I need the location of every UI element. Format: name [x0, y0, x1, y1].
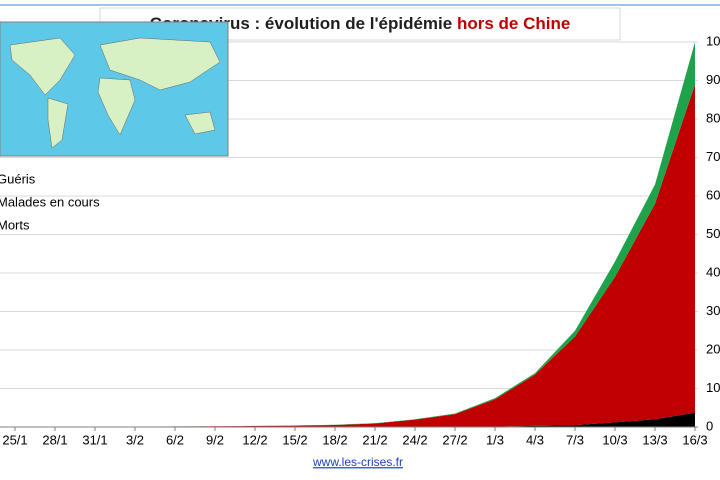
x-tick-label: 6/2	[166, 432, 184, 447]
x-tick-label: 9/2	[206, 432, 224, 447]
x-tick-label: 3/2	[126, 432, 144, 447]
map-land	[97, 77, 136, 136]
x-tick-label: 1/3	[486, 432, 504, 447]
x-tick-label: 18/2	[322, 432, 347, 447]
x-tick-label: 10/3	[602, 432, 627, 447]
x-tick-label: 16/3	[682, 432, 707, 447]
x-tick-label: 7/3	[566, 432, 584, 447]
y-tick-label: 0	[706, 418, 713, 433]
y-tick-label: 80	[706, 110, 720, 125]
map-land	[184, 111, 216, 135]
source: www.les-crises.fr	[312, 455, 403, 469]
plot: 0 10 20 30 40 50 60 70 80 90 100 25/1 28/1 31/1 3/2 6/2…	[0, 33, 720, 447]
x-tick-label: 21/2	[362, 432, 387, 447]
legend: Morts Malades en cours Guéris	[0, 171, 100, 232]
x-tick-label: 4/3	[526, 432, 544, 447]
y-tick-label: 70	[706, 149, 720, 164]
legend-label: Malades en cours	[0, 194, 100, 209]
x-tick-label: 24/2	[402, 432, 427, 447]
x-tick-label: 31/1	[82, 432, 107, 447]
y-tick-label: 60	[706, 187, 720, 202]
x-tick-label: 13/3	[642, 432, 667, 447]
world-map	[0, 21, 229, 157]
x-tick-label: 25/1	[2, 432, 27, 447]
y-tick-label: 40	[706, 264, 720, 279]
area	[15, 84, 695, 427]
y-tick-label: 50	[706, 226, 720, 241]
map-land	[9, 37, 76, 96]
legend-label: Morts	[0, 217, 30, 232]
x-tick-label: 28/1	[42, 432, 67, 447]
area	[15, 412, 695, 427]
map-land	[47, 97, 69, 149]
y-tick-label: 90	[706, 72, 720, 87]
legend-label: Guéris	[0, 171, 36, 186]
x-tick-label: 27/2	[442, 432, 467, 447]
x-tick-label: 12/2	[242, 432, 267, 447]
y-tick-label: 20	[706, 341, 720, 356]
y-tick-label: 10	[706, 380, 720, 395]
map-land	[99, 37, 221, 91]
x-tick-label: 15/2	[282, 432, 307, 447]
title-highlight: hors de Chine	[457, 14, 570, 33]
y-tick-label: 100	[706, 33, 720, 48]
y-tick-label: 30	[706, 303, 720, 318]
